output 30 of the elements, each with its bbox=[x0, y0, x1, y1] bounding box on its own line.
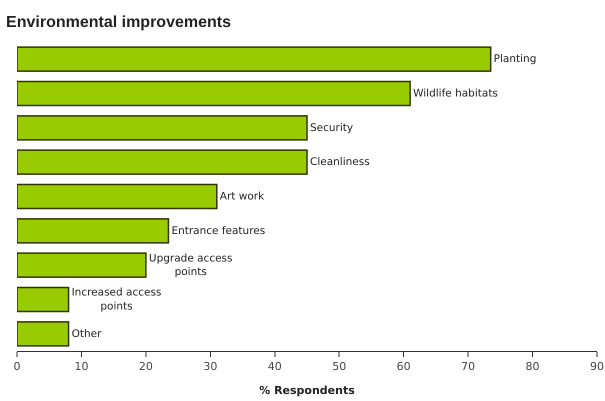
bar bbox=[17, 252, 147, 278]
bar bbox=[17, 149, 308, 175]
x-tick-label: 90 bbox=[590, 360, 604, 374]
y-tick-label: Security bbox=[310, 122, 354, 134]
x-tick-label: 40 bbox=[268, 360, 282, 374]
y-tick-label: Art work bbox=[220, 190, 266, 202]
y-tick-label: Other bbox=[72, 328, 102, 340]
x-tick-label: 0 bbox=[14, 360, 20, 374]
bar bbox=[17, 115, 308, 141]
x-tick-label: 50 bbox=[332, 360, 346, 374]
x-axis-title: % Respondents bbox=[259, 384, 356, 397]
x-tick-label: 60 bbox=[396, 360, 411, 374]
bar bbox=[17, 218, 170, 244]
y-tick-label: Increased access points bbox=[72, 286, 162, 312]
bar bbox=[17, 46, 492, 72]
x-tick-label: 80 bbox=[526, 360, 540, 374]
bar bbox=[17, 286, 70, 312]
y-tick-label: Planting bbox=[494, 53, 536, 66]
bar bbox=[17, 184, 218, 210]
x-tick-label: 70 bbox=[461, 360, 476, 374]
bar bbox=[17, 321, 70, 347]
y-tick-label: Wildlife habitats bbox=[413, 88, 498, 100]
x-tick-label: 30 bbox=[203, 360, 218, 374]
y-tick-label: Upgrade access points bbox=[148, 252, 233, 278]
y-tick-label: Cleanliness bbox=[310, 156, 370, 168]
x-tick-label: 20 bbox=[138, 360, 153, 374]
y-tick-label: Entrance features bbox=[171, 224, 266, 237]
bar bbox=[17, 80, 411, 106]
chart-title: Environmental improvements bbox=[6, 14, 232, 32]
x-tick-label: 10 bbox=[74, 360, 88, 374]
